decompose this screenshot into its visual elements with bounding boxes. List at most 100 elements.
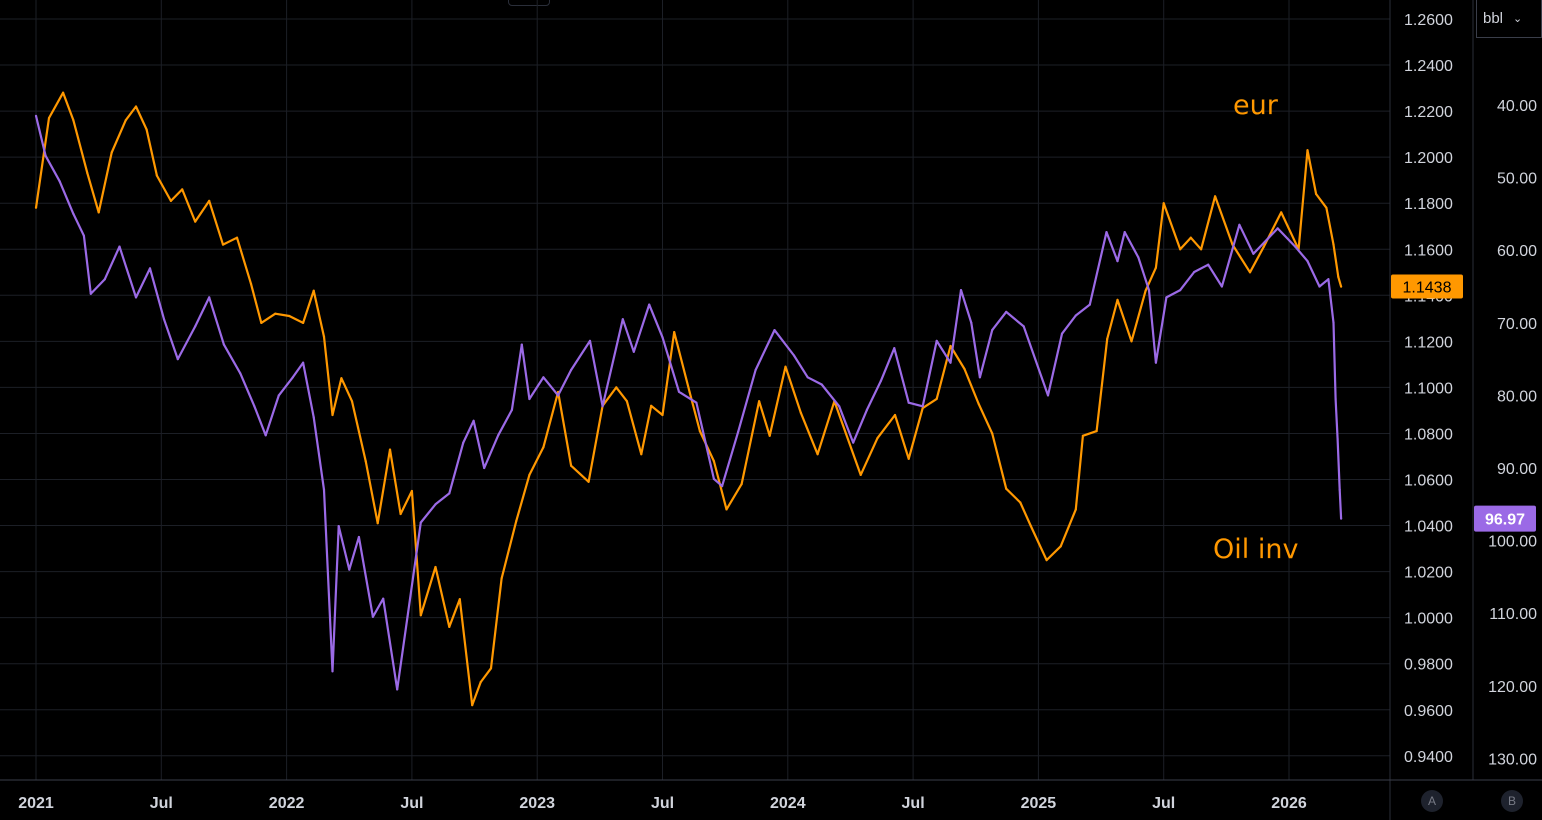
point-oil-inv xyxy=(462,441,465,444)
time-tick-label: Jul xyxy=(1152,795,1175,812)
point-oil-inv xyxy=(510,408,513,411)
right-tick-label: 110.00 xyxy=(1489,606,1537,623)
point-oil-inv xyxy=(695,401,698,404)
point-eur xyxy=(876,437,879,440)
point-eur xyxy=(302,321,305,324)
left-tick-label: 1.1000 xyxy=(1404,380,1453,397)
point-eur xyxy=(260,321,263,324)
point-eur xyxy=(859,473,862,476)
point-oil-inv xyxy=(1105,231,1108,234)
point-eur xyxy=(542,446,545,449)
point-eur xyxy=(110,151,113,154)
point-oil-inv xyxy=(852,441,855,444)
point-oil-inv xyxy=(348,568,351,571)
point-eur xyxy=(208,199,211,202)
point-oil-inv xyxy=(1340,517,1343,520)
annotation-oil-inv: Oil inv xyxy=(1213,534,1298,565)
point-eur xyxy=(471,704,474,707)
point-oil-inv xyxy=(222,343,225,346)
right-tick-label: 90.00 xyxy=(1497,461,1537,478)
time-tick-label: 2022 xyxy=(269,795,305,812)
point-eur xyxy=(500,577,503,580)
point-eur xyxy=(1315,192,1318,196)
scale-b-button[interactable]: B xyxy=(1501,790,1523,812)
point-oil-inv xyxy=(134,296,138,299)
point-oil-inv xyxy=(239,372,242,375)
point-eur xyxy=(1306,149,1309,152)
unit-selector[interactable]: bbl ⌄ xyxy=(1476,0,1542,38)
point-oil-inv xyxy=(44,154,47,157)
time-tick-label: 2025 xyxy=(1021,795,1057,812)
point-eur xyxy=(399,512,402,516)
time-axis-ticks: 2021 Jul 2022 Jul 2023 Jul 2024 Jul 2025 Jul 2026 xyxy=(18,795,1307,812)
point-oil-inv xyxy=(1276,227,1279,230)
point-eur xyxy=(1179,248,1182,251)
time-tick-label: Jul xyxy=(150,795,173,812)
point-oil-inv xyxy=(148,267,152,270)
point-oil-inv xyxy=(806,376,809,379)
point-oil-inv xyxy=(162,318,166,321)
point-oil-inv xyxy=(291,376,294,379)
auto-scale-button[interactable]: A xyxy=(1421,790,1443,812)
price-labels: 1.1438 96.97 xyxy=(1391,274,1536,532)
point-oil-inv xyxy=(277,394,280,397)
point-eur xyxy=(1340,285,1343,288)
point-eur xyxy=(1262,245,1265,248)
point-eur xyxy=(97,211,100,214)
point-eur xyxy=(768,434,771,437)
point-oil-inv xyxy=(194,325,197,328)
point-eur xyxy=(376,522,379,525)
time-tick-label: 2021 xyxy=(18,795,54,812)
unit-label: bbl xyxy=(1483,10,1504,27)
point-oil-inv xyxy=(1252,252,1255,255)
left-tick-label: 1.0600 xyxy=(1404,473,1453,490)
right-tick-label: 70.00 xyxy=(1497,316,1537,333)
point-eur xyxy=(1095,430,1098,433)
point-oil-inv xyxy=(1318,285,1321,288)
point-eur xyxy=(410,489,413,493)
point-oil-inv xyxy=(1238,223,1241,226)
point-eur xyxy=(1200,248,1203,251)
oil-last-price-label: 96.97 xyxy=(1485,512,1525,529)
point-eur xyxy=(235,236,239,239)
point-oil-inv xyxy=(773,329,776,332)
point-oil-inv xyxy=(72,212,75,215)
right-tick-label: 120.00 xyxy=(1488,679,1537,696)
point-oil-inv xyxy=(1220,285,1223,288)
left-tick-label: 1.0000 xyxy=(1404,611,1453,628)
point-oil-inv xyxy=(1207,263,1210,266)
point-oil-inv xyxy=(382,597,385,600)
annotation-eur: eur xyxy=(1233,90,1279,121)
point-eur xyxy=(688,390,691,394)
point-oil-inv xyxy=(1327,278,1330,281)
point-eur xyxy=(784,365,787,368)
point-eur xyxy=(489,667,493,670)
point-eur xyxy=(893,413,897,417)
point-eur xyxy=(1144,289,1147,292)
point-oil-inv xyxy=(991,329,994,332)
left-tick-label: 1.2000 xyxy=(1404,150,1453,167)
point-eur xyxy=(725,508,728,511)
point-oil-inv xyxy=(893,347,896,350)
point-oil-inv xyxy=(253,405,256,408)
point-eur xyxy=(322,335,326,338)
point-eur xyxy=(288,314,291,318)
right-axis-ticks: 40.00 50.00 60.00 70.00 80.00 90.00 100.00 110.… xyxy=(1488,98,1537,768)
time-tick-label: Jul xyxy=(400,795,423,812)
point-eur xyxy=(650,404,653,407)
chevron-down-icon: ⌄ xyxy=(1513,13,1523,25)
point-oil-inv xyxy=(264,434,267,437)
left-tick-label: 1.2400 xyxy=(1404,58,1453,75)
point-oil-inv xyxy=(935,339,938,342)
point-eur xyxy=(194,220,197,223)
point-eur xyxy=(1332,243,1335,246)
point-eur xyxy=(935,397,938,400)
point-oil-inv xyxy=(661,336,664,339)
point-eur xyxy=(145,128,148,131)
point-oil-inv xyxy=(103,278,106,281)
right-tick-label: 50.00 xyxy=(1497,171,1537,188)
point-eur xyxy=(312,289,315,292)
point-oil-inv xyxy=(1193,270,1196,274)
point-oil-inv xyxy=(601,405,604,408)
grid xyxy=(0,0,1390,780)
